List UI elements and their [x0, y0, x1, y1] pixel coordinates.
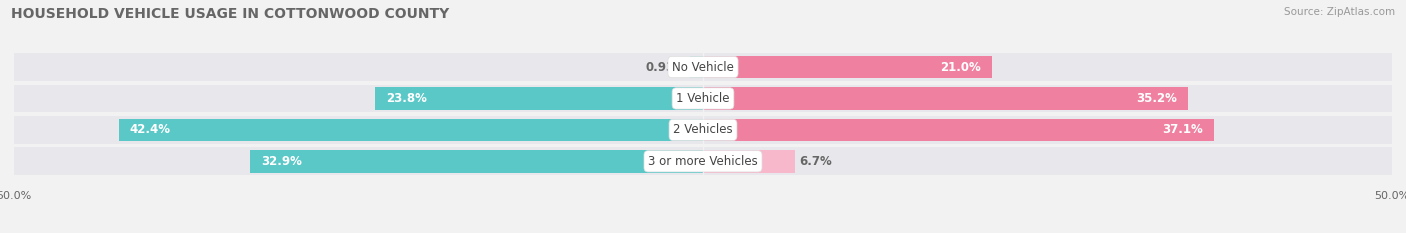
Text: Source: ZipAtlas.com: Source: ZipAtlas.com [1284, 7, 1395, 17]
Bar [703, 147, 1392, 175]
Bar [703, 53, 1392, 81]
Text: 23.8%: 23.8% [387, 92, 427, 105]
Text: 42.4%: 42.4% [129, 123, 170, 136]
Bar [375, 87, 703, 110]
Text: 1 Vehicle: 1 Vehicle [676, 92, 730, 105]
Bar [250, 150, 703, 173]
Bar [703, 87, 1188, 110]
Bar [14, 85, 703, 112]
Bar [703, 150, 796, 173]
Text: 6.7%: 6.7% [800, 155, 832, 168]
Bar [703, 56, 993, 78]
Bar [14, 147, 703, 175]
Text: 37.1%: 37.1% [1163, 123, 1204, 136]
Bar [690, 56, 703, 78]
Bar [118, 119, 703, 141]
Text: 21.0%: 21.0% [941, 61, 981, 74]
Text: 35.2%: 35.2% [1136, 92, 1177, 105]
Text: 0.93%: 0.93% [645, 61, 686, 74]
Bar [703, 116, 1392, 144]
Text: 32.9%: 32.9% [260, 155, 301, 168]
Bar [703, 85, 1392, 112]
Text: HOUSEHOLD VEHICLE USAGE IN COTTONWOOD COUNTY: HOUSEHOLD VEHICLE USAGE IN COTTONWOOD CO… [11, 7, 450, 21]
Text: 3 or more Vehicles: 3 or more Vehicles [648, 155, 758, 168]
Text: No Vehicle: No Vehicle [672, 61, 734, 74]
Bar [703, 119, 1215, 141]
Bar [14, 116, 703, 144]
Text: 2 Vehicles: 2 Vehicles [673, 123, 733, 136]
Bar [14, 53, 703, 81]
